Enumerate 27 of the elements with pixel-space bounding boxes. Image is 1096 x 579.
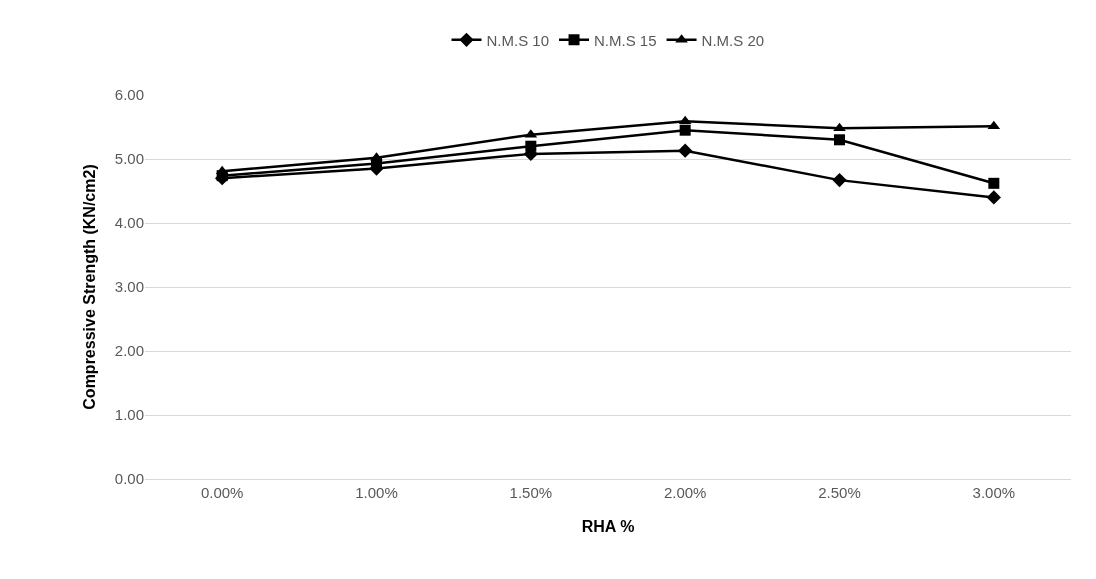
x-axis-title: RHA % <box>581 517 635 535</box>
point <box>834 134 845 146</box>
point <box>832 172 847 188</box>
point <box>525 140 537 152</box>
point <box>987 120 1001 130</box>
y-tick-label: 4.00 <box>114 214 144 232</box>
x-tick-label: 1.00% <box>355 484 398 501</box>
point <box>679 124 691 136</box>
legend-label: N.M.S 20 <box>701 31 765 49</box>
y-tick-label: 0.00 <box>114 470 144 488</box>
x-tick-label: 3.00% <box>972 484 1016 501</box>
y-tick-label: 2.00 <box>114 342 144 360</box>
x-tick-label: 2.00% <box>663 484 707 501</box>
y-axis-title: Compressive Strength (KN/cm2) <box>80 164 98 410</box>
y-tick-label: 5.00 <box>114 150 144 168</box>
legend-label: N.M.S 15 <box>594 31 657 49</box>
point <box>986 190 1001 205</box>
x-tick-label: 1.50% <box>509 484 553 501</box>
legend-label: N.M.S 10 <box>486 31 550 49</box>
x-tick-label: 2.50% <box>818 484 861 501</box>
y-tick-label: 6.00 <box>114 86 144 104</box>
y-tick-label: 3.00 <box>114 278 144 296</box>
x-tick-label: 0.00% <box>200 484 244 501</box>
y-tick-label: 1.00 <box>114 406 144 424</box>
point <box>833 122 846 132</box>
point <box>988 177 1000 189</box>
point <box>678 143 693 158</box>
